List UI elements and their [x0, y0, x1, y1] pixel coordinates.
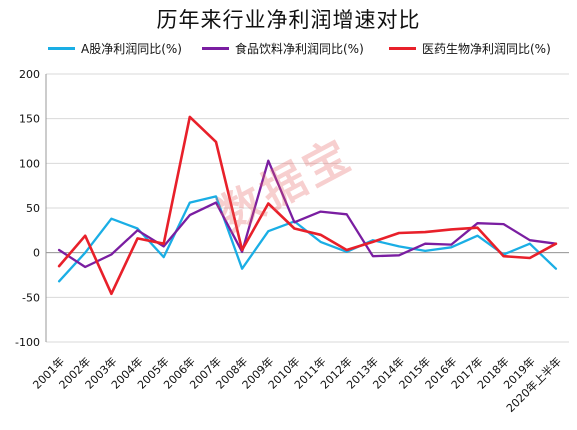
y-tick-label: 100	[19, 157, 40, 170]
y-tick-label: -100	[15, 336, 40, 349]
y-tick-label: 200	[19, 68, 40, 81]
y-tick-label: 0	[33, 247, 40, 260]
legend-swatch-food-beverage	[202, 47, 229, 50]
chart-title: 历年来行业净利润增速对比	[156, 8, 421, 32]
y-tick-label: 50	[26, 202, 40, 215]
legend-item-pharma: 医药生物净利润同比(%)	[389, 40, 551, 57]
y-tick-label: -50	[22, 291, 40, 304]
chart-legend: A股净利润同比(%) 食品饮料净利润同比(%) 医药生物净利润同比(%)	[0, 36, 577, 60]
series-line-pharma	[57, 115, 558, 296]
series-line-food-beverage	[57, 159, 558, 269]
legend-item-a-share: A股净利润同比(%)	[48, 40, 182, 57]
legend-swatch-pharma	[389, 47, 416, 50]
legend-label-a-share: A股净利润同比(%)	[81, 42, 182, 56]
y-tick-label: 150	[19, 113, 40, 126]
legend-label-food-beverage: 食品饮料净利润同比(%)	[235, 42, 364, 56]
legend-label-pharma: 医药生物净利润同比(%)	[422, 42, 551, 56]
series-line-a-share	[57, 195, 558, 283]
legend-item-food-beverage: 食品饮料净利润同比(%)	[202, 40, 364, 57]
legend-swatch-a-share	[48, 47, 75, 50]
